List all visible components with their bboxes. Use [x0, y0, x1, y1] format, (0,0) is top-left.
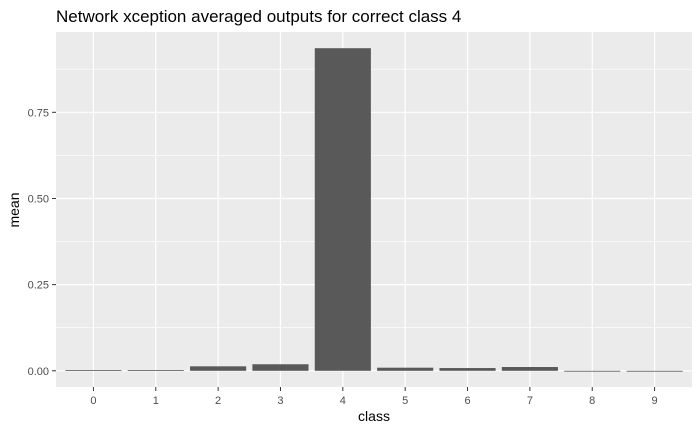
bar-class-4	[314, 48, 371, 371]
y-axis-title: mean	[6, 192, 22, 227]
bar-class-6	[439, 368, 496, 371]
x-tick-label: 5	[402, 395, 408, 407]
bar-class-1	[127, 370, 184, 371]
bar-class-0	[65, 370, 122, 371]
x-tick-label: 9	[652, 395, 658, 407]
x-tick-label: 1	[153, 395, 159, 407]
x-tick-label: 2	[215, 395, 221, 407]
x-tick-label: 0	[90, 395, 96, 407]
minor-gridlines	[56, 68, 692, 329]
bar-class-7	[501, 367, 558, 371]
bar-class-9	[626, 370, 683, 372]
bar-class-3	[252, 364, 309, 371]
bars	[65, 48, 683, 372]
y-axis: 0.00 0.25 0.50 0.75	[28, 107, 56, 378]
x-axis: 0 1 2 3 4 5 6 7 8 9	[90, 387, 658, 407]
chart-title: Network xception averaged outputs for co…	[56, 7, 461, 26]
x-axis-title: class	[358, 408, 390, 424]
bar-class-2	[190, 366, 247, 371]
x-tick-label: 7	[527, 395, 533, 407]
y-tick-label: 0.25	[28, 280, 49, 292]
bar-class-8	[564, 370, 621, 372]
bar-class-5	[377, 367, 434, 371]
x-tick-label: 6	[464, 395, 470, 407]
y-tick-label: 0.00	[28, 366, 49, 378]
x-tick-label: 4	[340, 395, 346, 407]
plot-panel	[56, 32, 692, 387]
x-tick-label: 3	[277, 395, 283, 407]
y-tick-label: 0.75	[28, 107, 49, 119]
y-tick-label: 0.50	[28, 193, 49, 205]
x-tick-label: 8	[589, 395, 595, 407]
